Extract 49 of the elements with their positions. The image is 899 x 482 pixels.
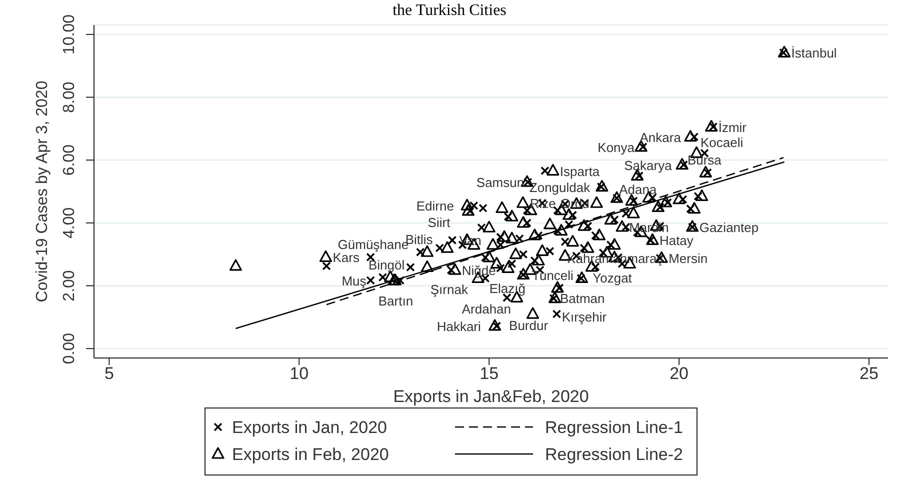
annotation: Kırşehir (562, 308, 608, 324)
y-tick-label: 6.00 (61, 144, 78, 176)
y-tick-label: 10.00 (61, 14, 78, 54)
annotation: Yozgat (592, 270, 632, 285)
annotation: Burdur (509, 318, 549, 333)
legend-label: Exports in Feb, 2020 (232, 444, 389, 464)
annotation: Batman (560, 290, 605, 306)
y-tick-label: 4.00 (61, 207, 78, 238)
annotation: Zonguldak (529, 179, 591, 194)
annotation: Hakkari (436, 318, 482, 334)
annotation: İzmir (718, 119, 748, 134)
annotation: Edirne (416, 198, 454, 214)
annotation: Elazığ (489, 280, 526, 296)
annotation: Tunceli (532, 267, 574, 282)
x-tick-label: 15 (480, 364, 499, 384)
annotation: İstanbul (791, 45, 837, 60)
annotation: Ankara (640, 129, 682, 144)
annotation: Isparta (560, 163, 600, 178)
legend-label: Regression Line-1 (545, 418, 683, 436)
y-tick-label: 8.00 (61, 82, 78, 113)
y-tick-label: 0.00 (61, 332, 78, 364)
legend-label: Exports in Jan, 2020 (232, 418, 387, 436)
annotation: Ordu (560, 196, 590, 211)
annotation: Adana (619, 181, 658, 196)
y-tick-label: 2.00 (61, 270, 78, 302)
annotation: Bursa (687, 152, 722, 168)
annotation: Mersin (668, 250, 708, 266)
annotation: Hatay (659, 232, 694, 248)
x-tick-label: 25 (860, 364, 878, 384)
x-tick-label: 20 (670, 364, 689, 384)
annotation: Bingöl (368, 256, 405, 272)
annotation: Sakarya (624, 157, 673, 172)
chart-title: the Turkish Cities (392, 2, 506, 18)
x-tick-label: 10 (290, 364, 309, 384)
annotation: Niğde (462, 262, 496, 278)
legend-label: Regression Line-2 (545, 444, 683, 464)
annotation: Samsun (476, 174, 524, 190)
annotation: Şırnak (430, 282, 468, 297)
annotation: Kocaeli (700, 134, 744, 150)
annotation: Konya (598, 139, 636, 154)
annotation: Muş (342, 272, 367, 288)
annotation: Gaziantep (699, 220, 759, 234)
x-tick-label: 5 (104, 364, 114, 384)
annotation: Kars (332, 250, 360, 265)
x-axis-title: Exports in Jan&Feb, 2020 (393, 386, 589, 406)
y-axis-title: Covid-19 Cases by Apr 3, 2020 (34, 80, 50, 302)
annotation: Bartın (378, 292, 414, 308)
annotation: Ardahan (462, 301, 512, 316)
annotation: Siirt (428, 214, 451, 230)
